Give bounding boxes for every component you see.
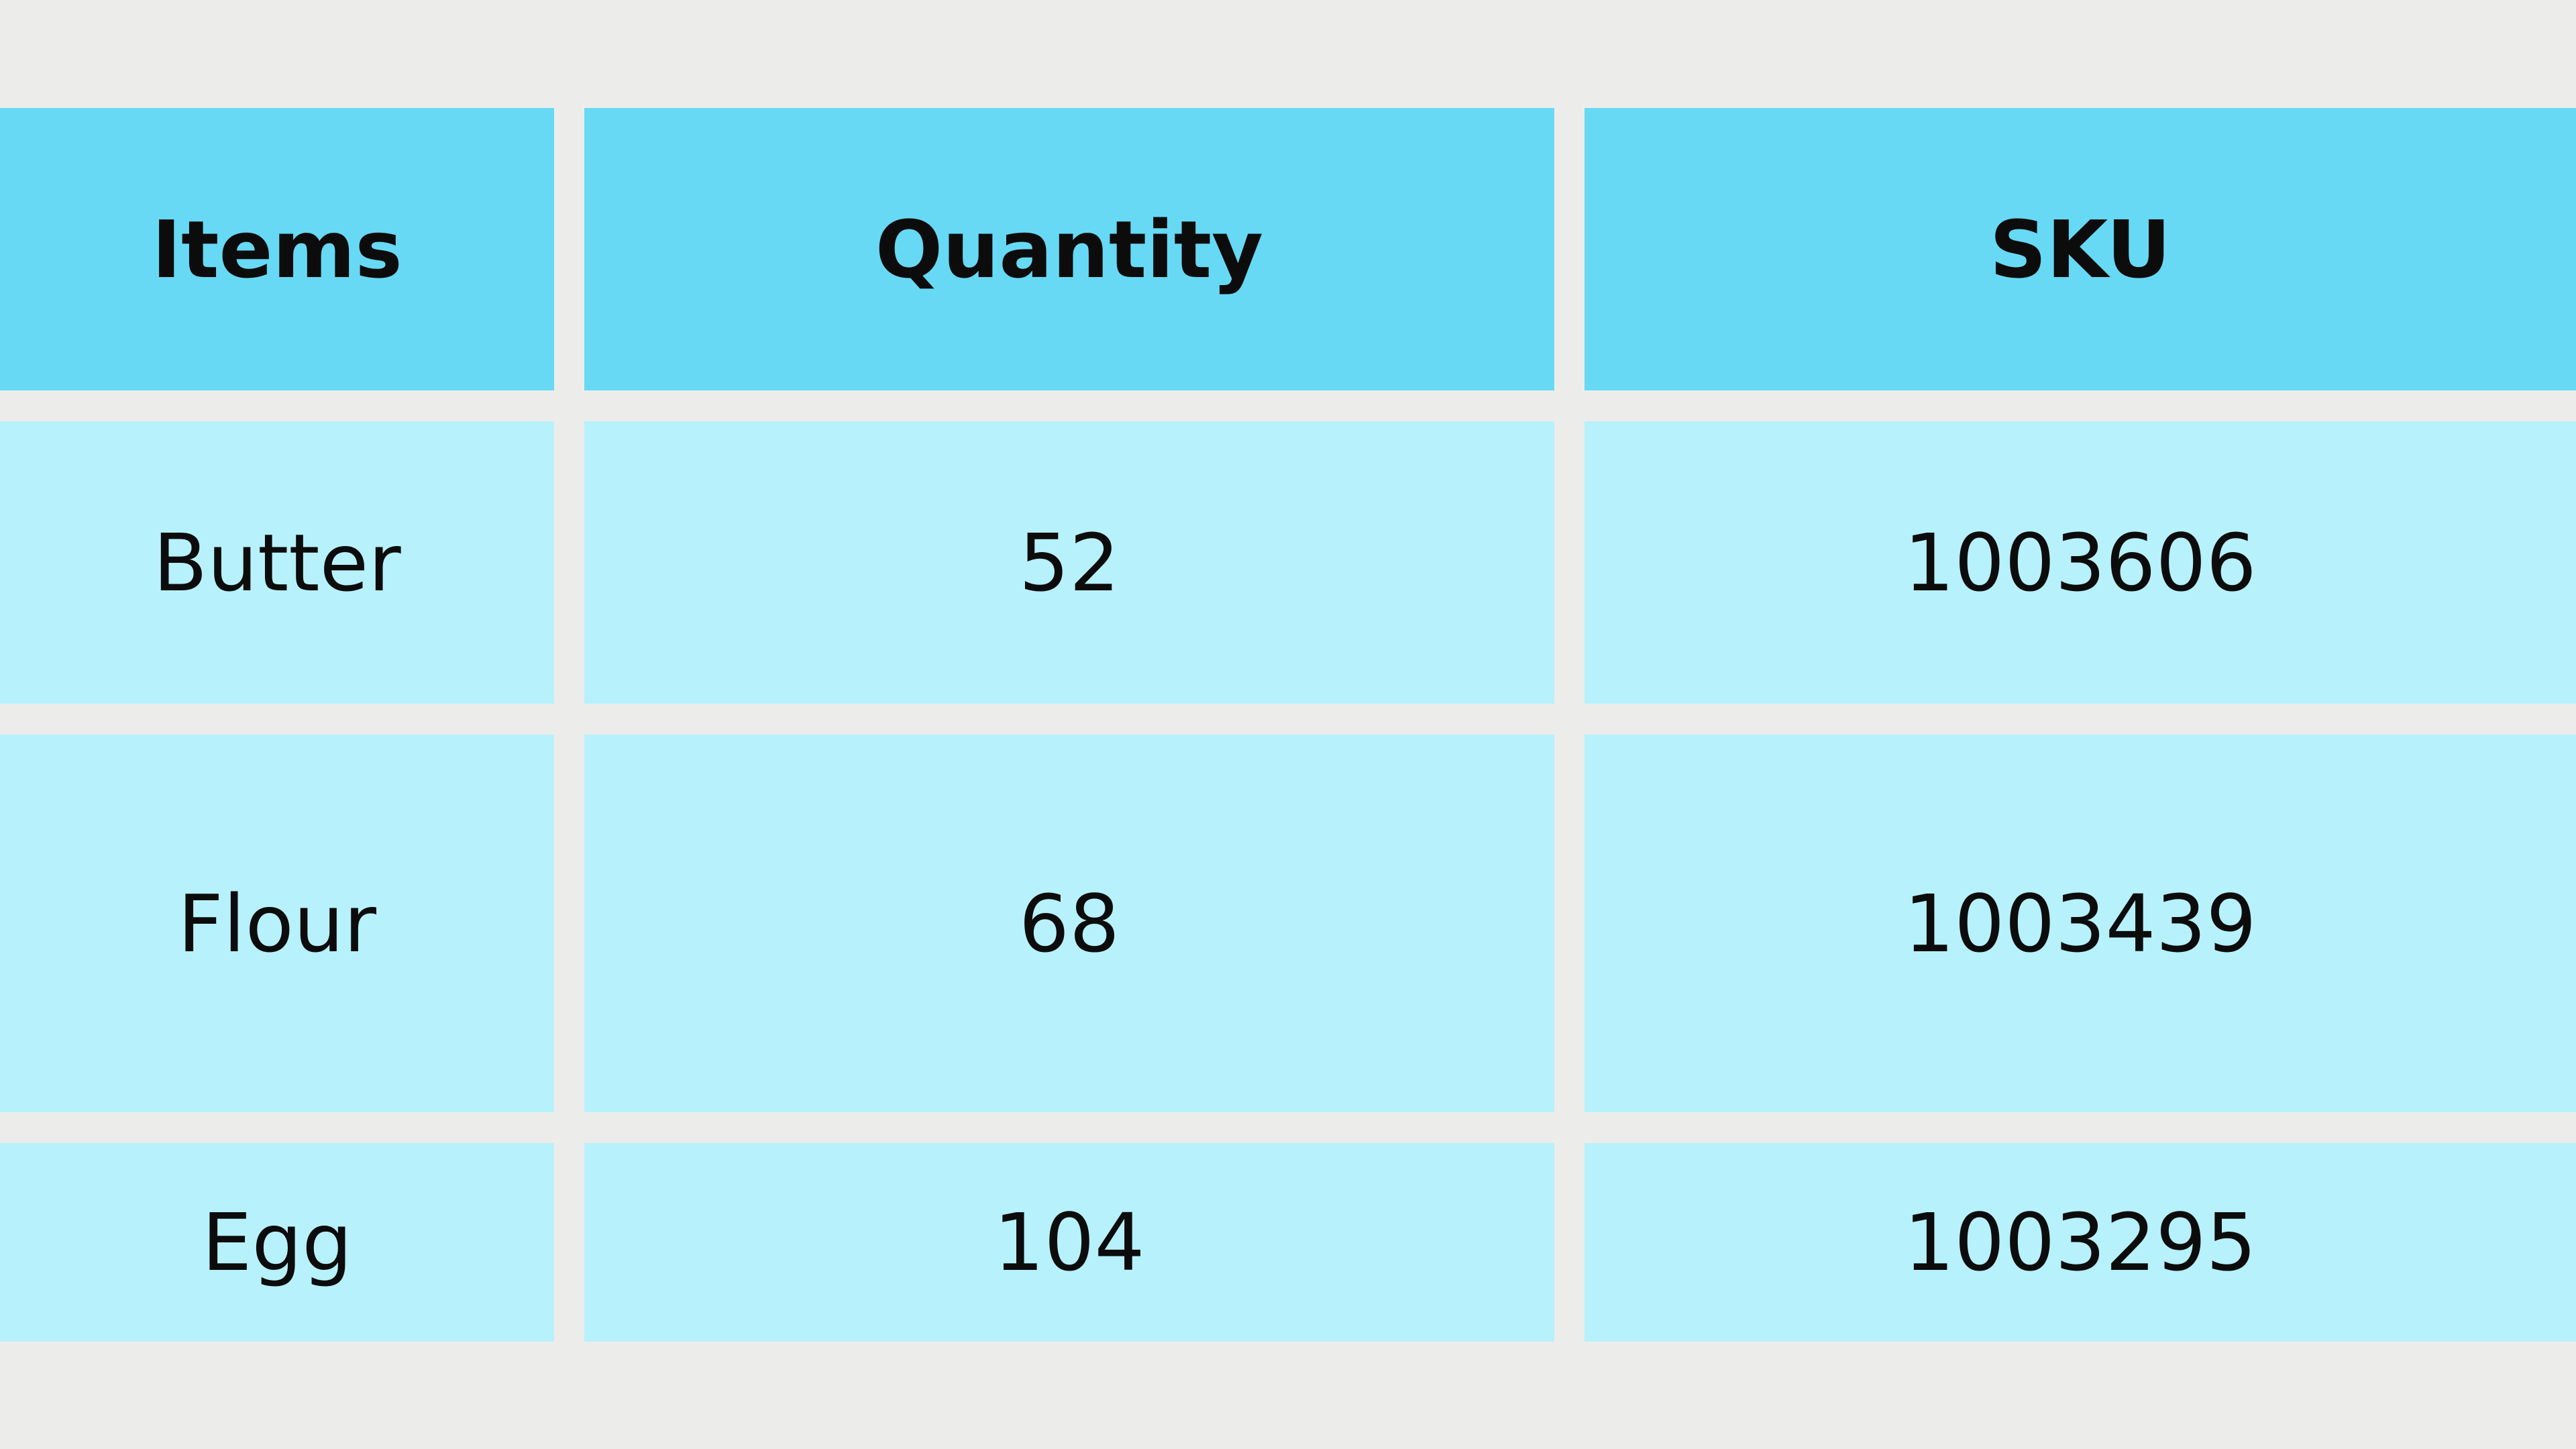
header-quantity: Quantity <box>584 108 1554 390</box>
cell-quantity: 52 <box>584 421 1554 704</box>
header-items: Items <box>0 108 554 390</box>
cell-sku: 1003439 <box>1585 735 2576 1112</box>
cell-item-name: Egg <box>0 1143 554 1342</box>
cell-sku: 1003606 <box>1585 421 2576 704</box>
cell-item-name: Flour <box>0 735 554 1112</box>
header-sku: SKU <box>1585 108 2576 390</box>
cell-item-name: Butter <box>0 421 554 704</box>
cell-sku: 1003295 <box>1585 1143 2576 1342</box>
cell-quantity: 68 <box>584 735 1554 1112</box>
cell-quantity: 104 <box>584 1143 1554 1342</box>
